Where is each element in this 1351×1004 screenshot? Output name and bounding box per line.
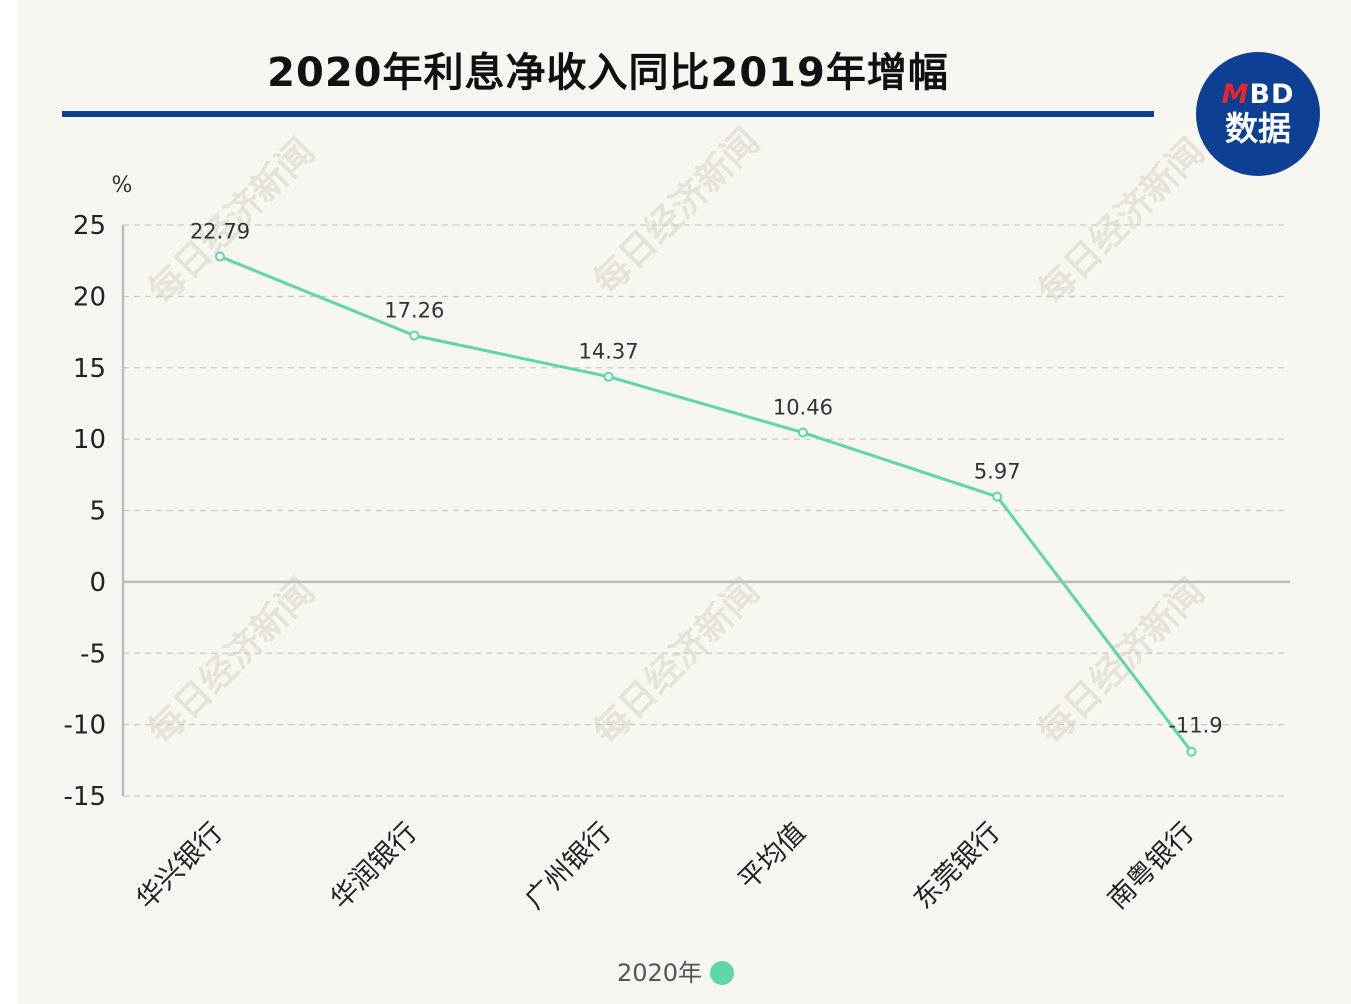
chart-title: 2020年利息净收入同比2019年增幅 [267,50,949,96]
y-tick-label-6: -5 [80,639,106,669]
data-point-2 [603,371,614,382]
x-tick-label-3: 平均值 [733,817,812,896]
legend-swatch [710,961,735,985]
data-point-1 [409,330,420,341]
x-tick-label-2: 广州银行 [519,817,617,915]
y-axis-unit: % [112,173,133,198]
x-tick-label-0: 华兴银行 [131,817,229,915]
y-tick-label-7: -10 [64,711,106,741]
data-point-0 [215,251,225,262]
data-point-5 [1186,746,1197,757]
x-tick-label-5: 南粤银行 [1102,817,1200,915]
grid-lines [123,224,1290,797]
y-tick-label-3: 10 [73,425,106,455]
watermark-2: 每日经济新闻 [1030,130,1212,312]
x-tick-label-1: 华润银行 [325,817,423,915]
y-tick-label-1: 20 [73,282,106,312]
x-tick-labels: 华兴银行 华润银行 广州银行 平均值 东莞银行 南粤银行 [131,817,1201,915]
logo-brand: MBD [1222,80,1295,110]
y-tick-labels: 25 20 15 10 5 0 -5 -10 -15 [64,211,106,812]
y-tick-label-5: 0 [89,568,106,598]
logo-caption: 数据 [1225,109,1291,148]
watermark-3: 每日经济新闻 [140,570,322,752]
y-tick-label-0: 25 [73,211,106,241]
y-tick-label-8: -15 [64,782,106,812]
data-label-5: -11.9 [1168,714,1222,738]
x-tick-label-4: 东莞银行 [908,817,1006,915]
data-label-2: 14.37 [579,340,639,364]
data-label-3: 10.46 [773,396,833,420]
legend-label: 2020年 [616,959,703,987]
data-label-4: 5.97 [974,460,1021,484]
data-point-3 [797,427,808,438]
data-labels: 22.79 17.26 14.37 10.46 5.97 -11.9 [190,220,1223,738]
logo-brand-text: BD [1249,79,1295,110]
logo-brand-mark: M [1221,79,1250,110]
watermark-4: 每日经济新闻 [585,570,767,752]
series-layer [215,251,1197,757]
data-label-0: 22.79 [190,220,250,244]
watermark-1: 每日经济新闻 [585,120,767,302]
series-line-0 [219,255,1193,753]
chart-card [18,0,1351,1004]
y-tick-label-4: 5 [89,497,106,527]
title-underline [62,111,1154,117]
data-label-1: 17.26 [384,298,444,322]
data-point-4 [992,491,1003,502]
y-tick-label-2: 15 [73,354,106,384]
legend[interactable]: 2020年 [0,953,1351,988]
nbd-logo: MBD 数据 [1196,52,1320,176]
